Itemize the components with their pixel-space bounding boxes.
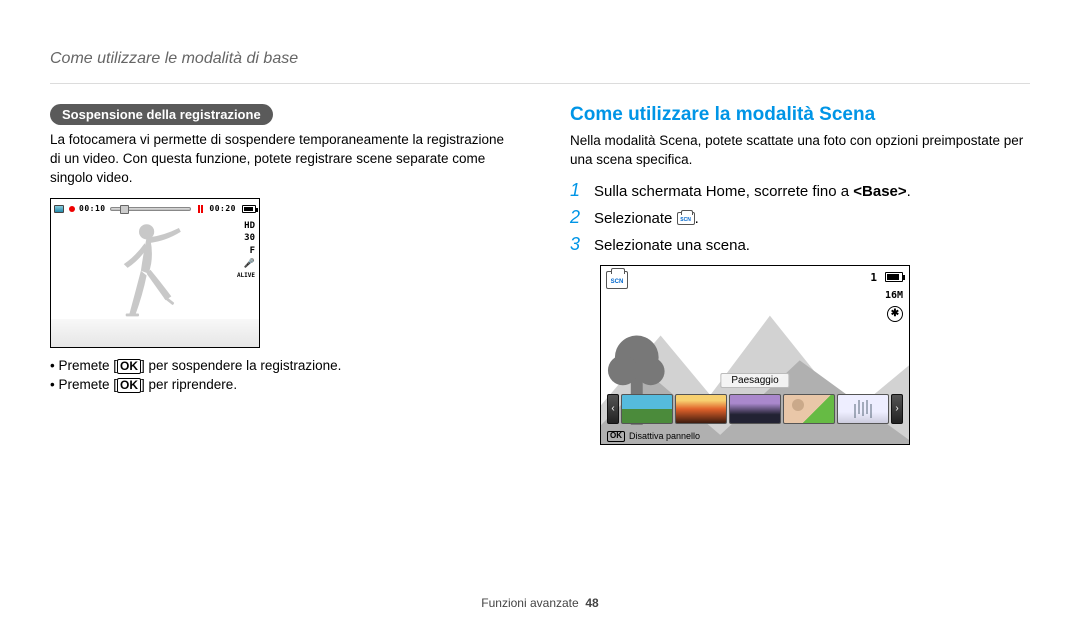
time-total: 00:20 <box>209 204 236 213</box>
scene-thumb-snow[interactable] <box>837 394 889 424</box>
scn-icon: SCN <box>677 212 695 225</box>
lcd-top-right: 1 <box>870 271 903 284</box>
scene-thumbnails: ‹ › <box>607 392 903 426</box>
bullet-1: • Premete [OK] per sospendere la registr… <box>50 358 510 374</box>
page-footer: Funzioni avanzate 48 <box>50 596 1030 610</box>
scroll-left-button[interactable]: ‹ <box>607 394 619 424</box>
scene-name-label: Paesaggio <box>720 373 789 388</box>
ok-icon: OK <box>117 378 141 393</box>
skater-silhouette <box>101 218 196 333</box>
lcd-scene-preview: SCN 1 16M ✱ Paesaggio ‹ › <box>600 265 910 445</box>
step-num: 2 <box>570 207 584 228</box>
scene-thumb-sunset[interactable] <box>675 394 727 424</box>
scn-mode-icon: SCN <box>606 271 628 289</box>
progress-bar <box>110 207 192 211</box>
step-1: 1 Sulla schermata Home, scorrete fino a … <box>570 180 1030 201</box>
resolution-label: 16M <box>885 290 903 301</box>
scene-thumb-portrait[interactable] <box>783 394 835 424</box>
steps-list: 1 Sulla schermata Home, scorrete fino a … <box>570 180 1030 255</box>
ok-icon: OK <box>117 359 141 374</box>
step-3-text: Selezionate una scena. <box>594 237 750 254</box>
lcd-video-preview: 00:10 00:20 HD 30 F 🎤 ALIVE <box>50 198 260 348</box>
f-label: F <box>237 246 255 257</box>
lcd-bottom-hint: OK Disattiva pannello <box>607 431 700 442</box>
pause-icon <box>198 205 206 213</box>
step-1-text: Sulla schermata Home, scorrete fino a <B… <box>594 183 911 200</box>
rec-dot-icon <box>69 206 75 212</box>
time-elapsed: 00:10 <box>79 204 106 213</box>
scene-thumb-dawn[interactable] <box>729 394 781 424</box>
battery-icon <box>885 272 903 282</box>
scene-thumb-landscape[interactable] <box>621 394 673 424</box>
header-rule <box>50 83 1030 84</box>
fps-label: 30 <box>237 233 255 244</box>
photo-icon <box>54 205 64 213</box>
right-paragraph: Nella modalità Scena, potete scattate un… <box>570 132 1030 170</box>
step-num: 3 <box>570 234 584 255</box>
flash-icon: ✱ <box>887 306 903 322</box>
page-header: Come utilizzare le modalità di base <box>50 50 1030 76</box>
left-column: Sospensione della registrazione La fotoc… <box>50 104 510 445</box>
mic-icon: 🎤 <box>237 259 255 270</box>
bullet-2: • Premete [OK] per riprendere. <box>50 377 510 393</box>
section-pill: Sospensione della registrazione <box>50 104 273 125</box>
step-2-text: Selezionate SCN. <box>594 210 699 227</box>
lcd-right-labels: HD 30 F 🎤 ALIVE <box>237 221 255 281</box>
left-bullets: • Premete [OK] per sospendere la registr… <box>50 358 510 393</box>
scroll-right-button[interactable]: › <box>891 394 903 424</box>
step-3: 3 Selezionate una scena. <box>570 234 1030 255</box>
ok-icon: OK <box>607 431 625 442</box>
step-2: 2 Selezionate SCN. <box>570 207 1030 228</box>
shots-counter: 1 <box>870 271 877 284</box>
section-title: Come utilizzare la modalità Scena <box>570 104 1030 126</box>
left-paragraph: La fotocamera vi permette di sospendere … <box>50 131 510 188</box>
right-column: Come utilizzare la modalità Scena Nella … <box>570 104 1030 445</box>
battery-icon <box>242 205 256 213</box>
alive-label: ALIVE <box>237 272 255 279</box>
lcd-video-topbar: 00:10 00:20 <box>54 202 256 216</box>
step-num: 1 <box>570 180 584 201</box>
hd-label: HD <box>237 221 255 232</box>
